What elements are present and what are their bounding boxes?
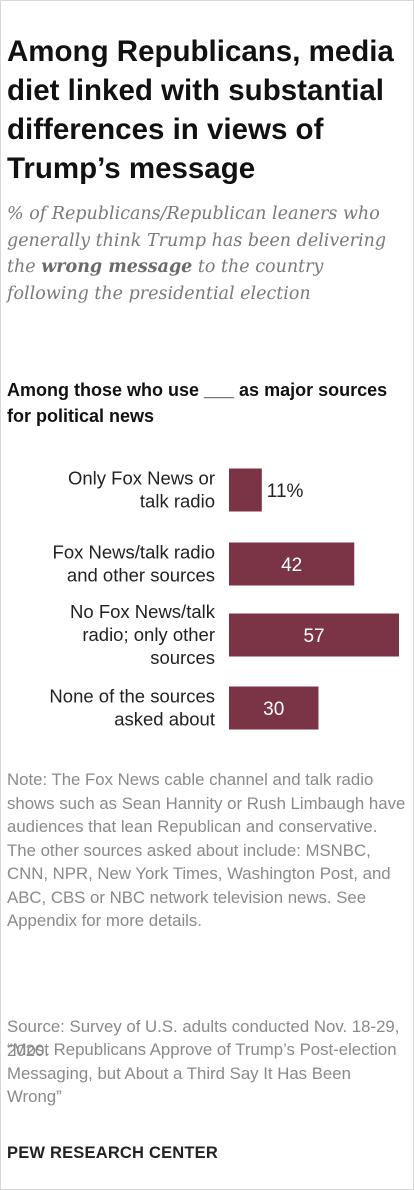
- subtitle-text-before: % of Republicans/Republican leaners who …: [7, 204, 387, 277]
- section-label: Among those who use ___ as major sources…: [7, 380, 388, 426]
- subtitle-emphasis: wrong message: [41, 257, 193, 277]
- subtitle-text-after: to the country following the presidentia…: [7, 257, 324, 304]
- bar-value-label: 11%: [267, 481, 304, 502]
- category-label: Fox News/talk radio and other sources: [53, 542, 215, 586]
- category-label: None of the sources asked about: [49, 686, 215, 730]
- chart-subtitle: % of Republicans/Republican leaners who …: [7, 201, 407, 307]
- bar: [229, 468, 262, 512]
- report-title: “Most Republicans Approve of Trump’s Pos…: [7, 1040, 397, 1106]
- chart-source: Source: Survey of U.S. adults conducted …: [7, 1017, 400, 1060]
- bar-value-label: 30: [263, 699, 284, 720]
- bar-chart: 11% Only Fox News or talk radio 42 Fox News/…: [49, 468, 400, 730]
- category-label: No Fox News/talk radio; only other sources: [70, 601, 216, 668]
- category-label: Only Fox News or talk radio: [68, 468, 215, 512]
- bar: [229, 613, 400, 657]
- bar: [229, 542, 355, 586]
- brand-logo-text: PEW RESEARCH CENTER: [7, 1144, 218, 1162]
- bar-value-label: 57: [303, 626, 324, 647]
- bar-value-label: 42: [281, 555, 302, 576]
- chart-title: Among Republicans, media diet linked wit…: [7, 35, 394, 185]
- chart-note: Note: The Fox News cable channel and tal…: [7, 770, 406, 930]
- bar: [229, 686, 319, 730]
